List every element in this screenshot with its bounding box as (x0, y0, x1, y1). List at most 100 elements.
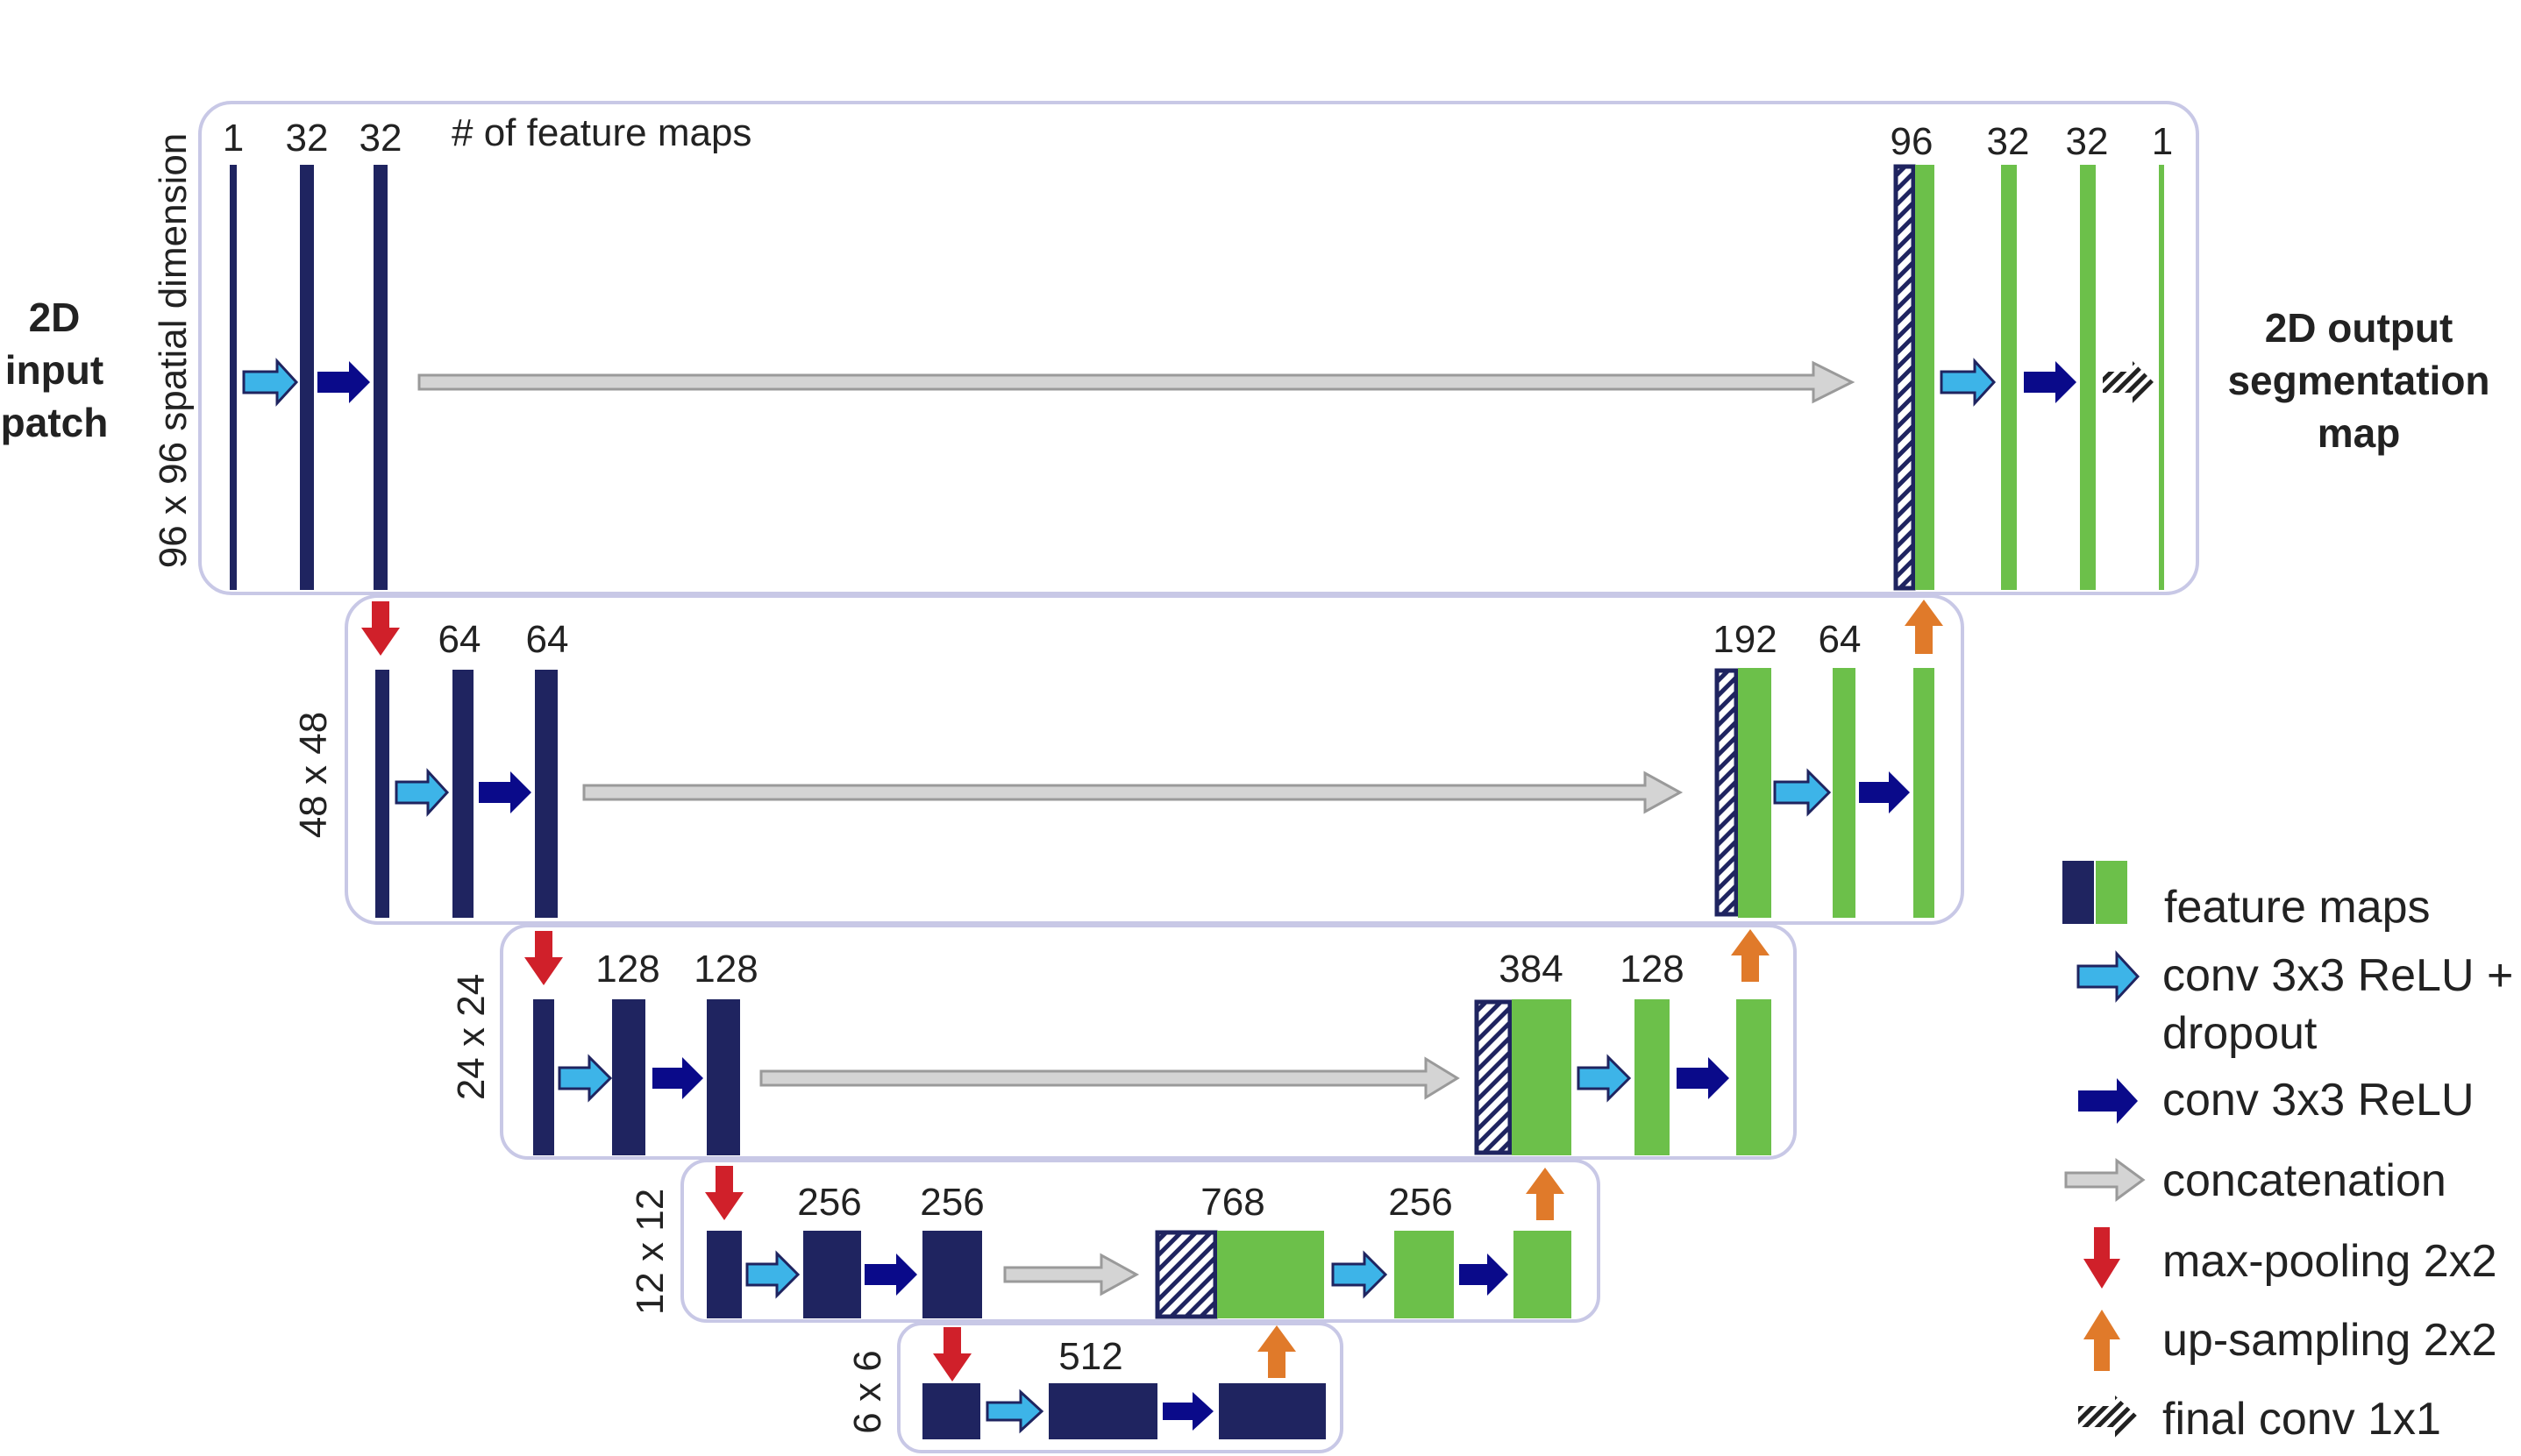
maxpooling-arrow (361, 601, 400, 656)
channel-label: 64 (1819, 618, 1862, 661)
conv-arrow (1677, 1057, 1729, 1099)
channel-label: 64 (526, 618, 569, 661)
legend: feature maps conv 3x3 ReLU + dropout con… (2062, 861, 2513, 1445)
level-2: 64 64 192 64 (361, 601, 1934, 982)
conv-dropout-arrow (242, 358, 299, 407)
feature-maps-note: # of feature maps (452, 111, 751, 154)
feature-map-decoder (2001, 165, 2017, 590)
feature-map-decoder (1915, 165, 1934, 590)
legend-upsampling-icon (2083, 1310, 2120, 1371)
feature-map-skip (1714, 668, 1739, 917)
legend-final-conv: final conv 1x1 (2162, 1394, 2441, 1445)
level-3-frame (500, 924, 1797, 1160)
channel-label: 256 (797, 1181, 861, 1224)
feature-map-encoder (707, 999, 740, 1155)
channel-label: 32 (1987, 120, 2030, 163)
feature-map-encoder (452, 670, 474, 918)
legend-encoder-swatch (2062, 861, 2094, 924)
conv-arrow (317, 361, 370, 403)
feature-map-decoder (1634, 999, 1670, 1155)
legend-final-conv-icon (2078, 1396, 2138, 1438)
legend-decoder-swatch (2096, 861, 2127, 924)
maxpooling-arrow (705, 1166, 744, 1220)
level-3: 128 128 384 128 (524, 931, 1771, 1220)
conv-dropout-arrow (1577, 1054, 1632, 1103)
feature-map-decoder (1913, 668, 1934, 918)
feature-map-skip (1155, 1230, 1218, 1319)
feature-map-encoder (922, 1383, 980, 1439)
level-4: 256 256 768 256 (705, 1166, 1571, 1378)
feature-map-encoder (230, 165, 237, 590)
upsampling-arrow (1257, 1325, 1296, 1378)
feature-map-encoder (375, 670, 389, 918)
concatenation-arrow (1003, 1253, 1140, 1296)
conv-arrow (1859, 771, 1910, 813)
conv-dropout-arrow (558, 1054, 613, 1103)
output-label-line-1: 2D output (2265, 305, 2453, 351)
channel-label: 128 (694, 948, 758, 991)
feature-map-encoder (535, 670, 558, 918)
feature-map-encoder (1049, 1383, 1157, 1439)
channel-label: 256 (1388, 1181, 1452, 1224)
feature-map-decoder (1394, 1231, 1454, 1318)
level-5: 512 (922, 1327, 1326, 1439)
feature-map-decoder (1217, 1231, 1324, 1318)
conv-arrow (1459, 1254, 1508, 1296)
final-conv-arrow (2103, 361, 2154, 403)
level-4-dimension-label: 12 x 12 (629, 1189, 672, 1315)
channel-label: 384 (1499, 948, 1563, 991)
feature-map-decoder (2080, 165, 2096, 590)
channel-label: 1 (2152, 120, 2173, 163)
channel-label: 32 (286, 117, 329, 160)
legend-conv: conv 3x3 ReLU (2162, 1075, 2475, 1126)
feature-map-encoder (803, 1231, 861, 1318)
level-3-dimension-label: 24 x 24 (450, 974, 493, 1100)
input-label-line-2: input (5, 347, 103, 393)
level-5-dimension-label: 6 x 6 (846, 1350, 889, 1433)
feature-map-encoder (922, 1231, 982, 1318)
conv-arrow (1163, 1392, 1214, 1431)
legend-feature-maps: feature maps (2164, 882, 2431, 933)
feature-map-skip (1474, 999, 1513, 1155)
feature-map-decoder (2159, 165, 2164, 590)
feature-map-decoder (1512, 999, 1571, 1155)
concatenation-arrow (417, 360, 1855, 404)
level-2-frame (345, 594, 1964, 925)
feature-map-decoder (1736, 999, 1771, 1155)
legend-concatenation-icon (2064, 1158, 2146, 1202)
feature-map-decoder (1513, 1231, 1571, 1318)
legend-maxpooling-icon (2083, 1227, 2120, 1289)
channel-label: 768 (1200, 1181, 1264, 1224)
conv-dropout-arrow (395, 768, 450, 817)
conv-dropout-arrow (1331, 1250, 1388, 1299)
legend-conv-dropout-icon (2076, 950, 2140, 1003)
level-5-frame (897, 1322, 1343, 1453)
feature-map-encoder (300, 165, 314, 590)
output-label: 2D output segmentation map (2227, 305, 2489, 456)
input-label-line-1: 2D (29, 295, 81, 340)
channel-label: 96 (1891, 120, 1933, 163)
channel-label: 512 (1058, 1335, 1122, 1378)
legend-maxpooling: max-pooling 2x2 (2162, 1236, 2497, 1287)
conv-dropout-arrow (745, 1250, 801, 1299)
legend-conv-icon (2078, 1078, 2138, 1124)
channel-label: 1 (223, 117, 244, 160)
legend-conv-dropout-line-2: dropout (2162, 1008, 2318, 1059)
level-2-dimension-label: 48 x 48 (292, 712, 335, 838)
legend-upsampling: up-sampling 2x2 (2162, 1315, 2497, 1366)
conv-dropout-arrow (1773, 768, 1832, 817)
conv-arrow (2024, 361, 2076, 403)
legend-concatenation: concatenation (2162, 1155, 2446, 1206)
feature-map-encoder (1219, 1383, 1326, 1439)
conv-dropout-arrow (986, 1389, 1044, 1434)
upsampling-arrow (1526, 1168, 1564, 1220)
input-label-line-3: patch (1, 400, 109, 445)
conv-arrow (652, 1057, 703, 1099)
level-1: 1 32 32 96 32 32 1 (223, 117, 2173, 654)
feature-map-encoder (374, 165, 388, 590)
level-1-frame (198, 101, 2199, 595)
feature-map-skip (1893, 164, 1916, 591)
channel-label: 128 (1620, 948, 1684, 991)
level-1-dimension-label: 96 x 96 spatial dimension (152, 133, 195, 569)
